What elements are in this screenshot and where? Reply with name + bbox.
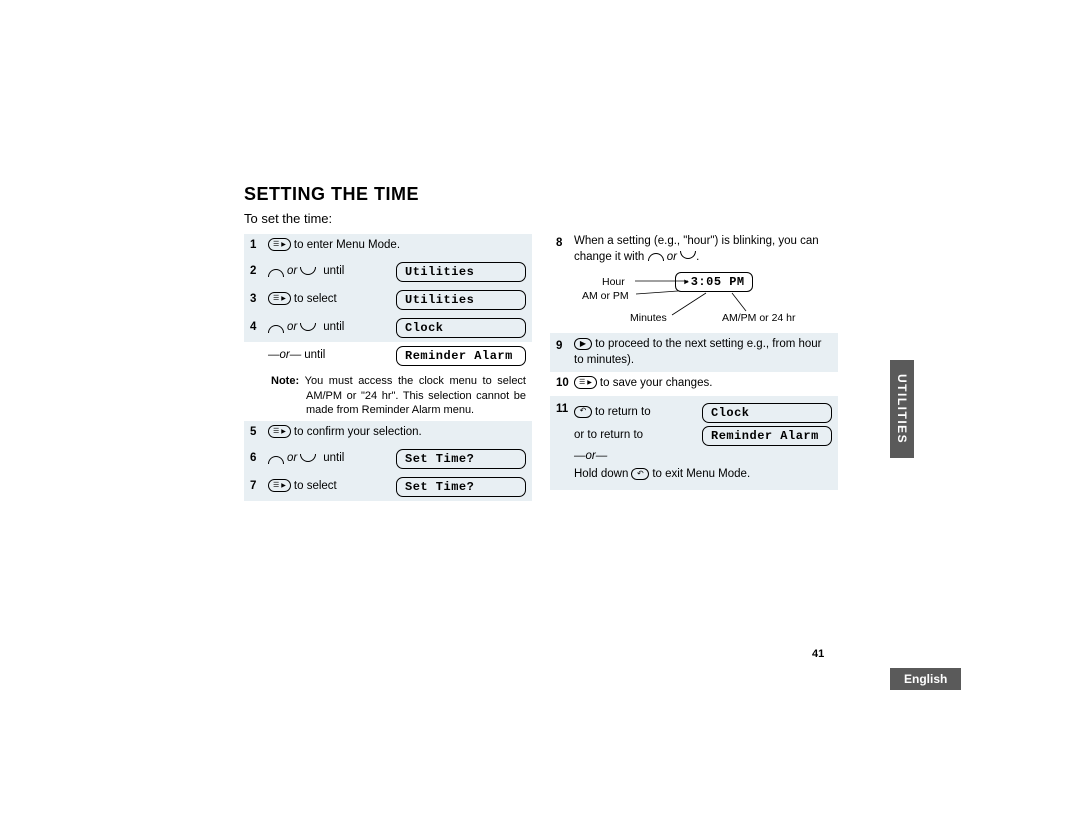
step-3: 3 to select Utilities — [244, 286, 532, 314]
lcd-reminder-alarm: Reminder Alarm — [396, 346, 526, 366]
two-columns: 1 to enter Menu Mode. 2 or until Utiliti… — [244, 234, 838, 501]
back-key-icon: ↶ — [574, 406, 592, 418]
step-4: 4 or until Clock — [244, 314, 532, 342]
up-arc-icon — [268, 456, 284, 464]
side-tab-utilities: UTILITIES — [890, 360, 914, 458]
step-11: 11 ↶ to return to Clock or to return to … — [550, 396, 838, 490]
step-1: 1 to enter Menu Mode. — [244, 234, 532, 258]
page-number: 41 — [812, 648, 824, 660]
lcd-clock-2: Clock — [702, 403, 832, 423]
time-diagram: ▸3:05 PM Hour AM or PM Minutes AM/PM or … — [550, 269, 838, 331]
intro-text: To set the time: — [244, 211, 838, 226]
note-block: Note: You must access the clock menu to … — [244, 370, 532, 421]
down-arc-icon — [300, 267, 316, 275]
lcd-set-time: Set Time? — [396, 449, 526, 469]
left-column: 1 to enter Menu Mode. 2 or until Utiliti… — [244, 234, 532, 501]
section-title: SETTING THE TIME — [244, 184, 838, 205]
lcd-utilities: Utilities — [396, 262, 526, 282]
up-arc-icon — [268, 269, 284, 277]
lcd-utilities-2: Utilities — [396, 290, 526, 310]
menu-key-icon — [268, 292, 291, 305]
step-7: 7 to select Set Time? — [244, 473, 532, 501]
manual-page: SETTING THE TIME To set the time: 1 to e… — [244, 184, 838, 694]
menu-key-icon — [268, 238, 291, 251]
menu-key-icon — [574, 376, 597, 389]
step-6: 6 or until Set Time? — [244, 445, 532, 473]
menu-key-icon — [268, 425, 291, 438]
lcd-time-display: ▸3:05 PM — [675, 272, 753, 292]
right-key-icon: ▶ — [574, 338, 592, 350]
step-8: 8 When a setting (e.g., "hour") is blink… — [550, 234, 838, 265]
right-column: 8 When a setting (e.g., "hour") is blink… — [550, 234, 838, 501]
lcd-reminder-alarm-2: Reminder Alarm — [702, 426, 832, 446]
up-arc-icon — [648, 253, 664, 261]
lcd-set-time-2: Set Time? — [396, 477, 526, 497]
step-10: 10 to save your changes. — [550, 372, 838, 396]
lcd-clock: Clock — [396, 318, 526, 338]
back-key-icon: ↶ — [631, 468, 649, 480]
step-9: 9 ▶ to proceed to the next setting e.g.,… — [550, 333, 838, 372]
down-arc-icon — [300, 323, 316, 331]
step-2: 2 or until Utilities — [244, 258, 532, 286]
down-arc-icon — [680, 251, 696, 259]
step-4-alt: —or— until Reminder Alarm — [244, 342, 532, 370]
down-arc-icon — [300, 454, 316, 462]
up-arc-icon — [268, 325, 284, 333]
menu-key-icon — [268, 479, 291, 492]
step-5: 5 to confirm your selection. — [244, 421, 532, 445]
language-label: English — [890, 668, 961, 690]
